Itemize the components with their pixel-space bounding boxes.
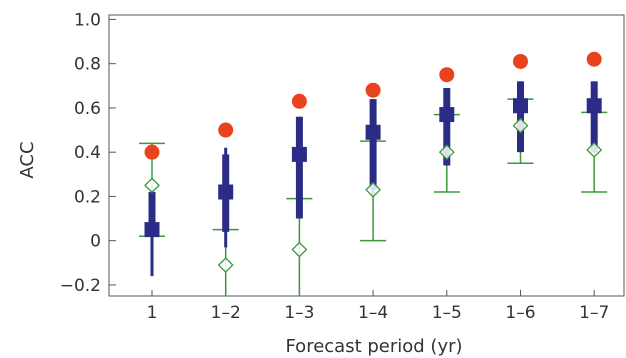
y-tick-label: 0.8 [74,55,101,75]
y-tick-label: 1.0 [74,10,101,30]
orange-circle-marker [586,51,602,67]
green-diamond-marker [144,177,160,194]
navy-square-marker [586,98,602,114]
orange-circle-marker [218,122,234,138]
green-diamond-marker [291,241,308,258]
y-tick-label: 0.4 [74,143,101,163]
x-axis: 1 1–2 1–3 1–4 1–5 1–6 1–7 [147,290,609,323]
orange-circle-marker [513,53,528,69]
x-tick-label: 1–5 [432,303,462,323]
x-tick-label: 1–3 [284,303,314,323]
x-tick-label: 1–7 [579,303,609,323]
y-tick-label: 0.6 [74,99,101,119]
green-diamond-marker [365,181,382,198]
navy-square-marker [144,222,160,238]
x-axis-title: Forecast period (yr) [285,336,462,357]
y-axis-title: ACC [17,141,38,178]
y-tick-label: 0.2 [74,187,101,207]
y-tick-label: 0 [90,232,101,252]
navy-square-marker [439,107,455,123]
x-tick-label: 1–2 [211,303,241,323]
y-tick-label: −0.2 [60,276,101,296]
green-diamond-marker [438,144,455,161]
navy-square-marker [291,146,307,162]
orange-circle-marker [291,93,307,109]
green-diamond-marker [217,257,234,273]
navy-square-marker [218,184,234,200]
green-diamond-marker [512,117,529,134]
orange-circle-marker [365,82,381,98]
orange-circle-marker [144,144,160,160]
plot-frame [108,14,625,297]
navy-square-marker [365,124,381,140]
navy-square-marker [513,98,528,114]
x-tick-label: 1–4 [358,303,388,323]
y-axis: −0.2 0 0.2 0.4 0.6 0.8 1.0 [60,10,116,296]
x-tick-label: 1–6 [505,303,535,323]
plot-border [108,14,625,297]
data-marks [139,51,608,296]
x-tick-label: 1 [147,303,158,323]
orange-circle-marker [439,67,455,83]
green-diamond-marker [586,142,603,158]
